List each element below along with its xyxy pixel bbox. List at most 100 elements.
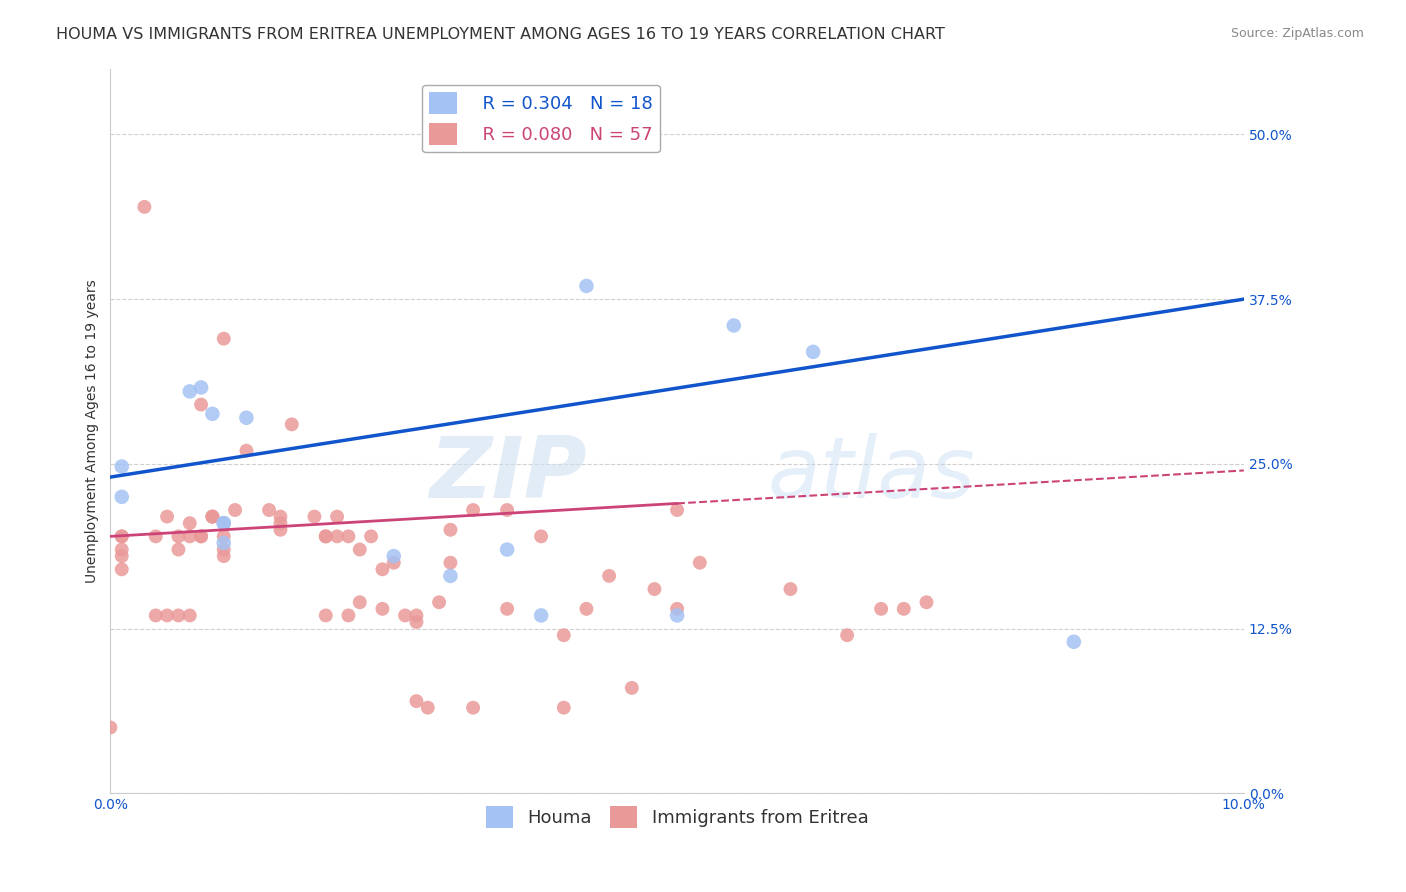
Point [201, 509, 224, 524]
Point [801, 344, 824, 359]
Text: HOUMA VS IMMIGRANTS FROM ERITREA UNEMPLOYMENT AMONG AGES 16 TO 19 YEARS CORRELAT: HOUMA VS IMMIGRANTS FROM ERITREA UNEMPLO… [56, 27, 945, 42]
Point [269, 516, 291, 531]
Point [461, 700, 484, 714]
Point [349, 542, 371, 557]
Point [405, 615, 427, 629]
Point [269, 509, 291, 524]
Point [167, 529, 190, 543]
Point [201, 407, 224, 421]
Point [179, 608, 201, 623]
Text: Source: ZipAtlas.com: Source: ZipAtlas.com [1230, 27, 1364, 40]
Point [870, 602, 893, 616]
Text: atlas: atlas [768, 433, 976, 516]
Point [111, 490, 134, 504]
Point [257, 503, 280, 517]
Point [1063, 634, 1085, 648]
Point [439, 556, 461, 570]
Point [156, 509, 179, 524]
Text: ZIP: ZIP [429, 433, 586, 516]
Point [304, 509, 326, 524]
Point [212, 536, 235, 550]
Point [190, 529, 212, 543]
Point [179, 529, 201, 543]
Point [201, 509, 224, 524]
Point [723, 318, 745, 333]
Point [145, 529, 167, 543]
Point [281, 417, 304, 432]
Point [111, 562, 134, 576]
Point [337, 608, 360, 623]
Point [326, 509, 349, 524]
Point [111, 529, 134, 543]
Point [212, 549, 235, 563]
Point [134, 200, 156, 214]
Point [212, 516, 235, 531]
Point [530, 529, 553, 543]
Point [190, 398, 212, 412]
Point [100, 721, 122, 735]
Point [212, 516, 235, 531]
Point [371, 602, 394, 616]
Point [235, 443, 257, 458]
Point [190, 380, 212, 394]
Point [382, 549, 405, 563]
Point [915, 595, 938, 609]
Y-axis label: Unemployment Among Ages 16 to 19 years: Unemployment Among Ages 16 to 19 years [86, 279, 100, 582]
Point [111, 549, 134, 563]
Point [167, 542, 190, 557]
Point [337, 529, 360, 543]
Point [575, 602, 598, 616]
Point [461, 503, 484, 517]
Point [382, 556, 405, 570]
Point [405, 694, 427, 708]
Point [666, 503, 689, 517]
Point [156, 608, 179, 623]
Point [167, 608, 190, 623]
Point [179, 516, 201, 531]
Point [689, 556, 711, 570]
Point [111, 529, 134, 543]
Point [666, 602, 689, 616]
Point [666, 608, 689, 623]
Point [530, 608, 553, 623]
Point [496, 602, 519, 616]
Point [269, 523, 291, 537]
Point [360, 529, 382, 543]
Point [837, 628, 859, 642]
Point [427, 595, 450, 609]
Point [598, 569, 620, 583]
Point [893, 602, 915, 616]
Point [496, 503, 519, 517]
Point [349, 595, 371, 609]
Point [620, 681, 643, 695]
Point [190, 529, 212, 543]
Point [212, 332, 235, 346]
Point [394, 608, 416, 623]
Point [496, 542, 519, 557]
Point [439, 569, 461, 583]
Point [212, 516, 235, 531]
Point [326, 529, 349, 543]
Point [145, 608, 167, 623]
Point [405, 608, 427, 623]
Point [111, 459, 134, 474]
Point [315, 529, 337, 543]
Point [371, 562, 394, 576]
Point [553, 700, 575, 714]
Point [212, 529, 235, 543]
Legend: Houma, Immigrants from Eritrea: Houma, Immigrants from Eritrea [478, 798, 876, 835]
Point [315, 608, 337, 623]
Point [111, 542, 134, 557]
Point [201, 509, 224, 524]
Point [575, 279, 598, 293]
Point [643, 582, 665, 596]
Point [235, 410, 257, 425]
Point [212, 542, 235, 557]
Point [224, 503, 246, 517]
Point [779, 582, 801, 596]
Point [439, 523, 461, 537]
Point [315, 529, 337, 543]
Point [553, 628, 575, 642]
Point [416, 700, 439, 714]
Point [179, 384, 201, 399]
